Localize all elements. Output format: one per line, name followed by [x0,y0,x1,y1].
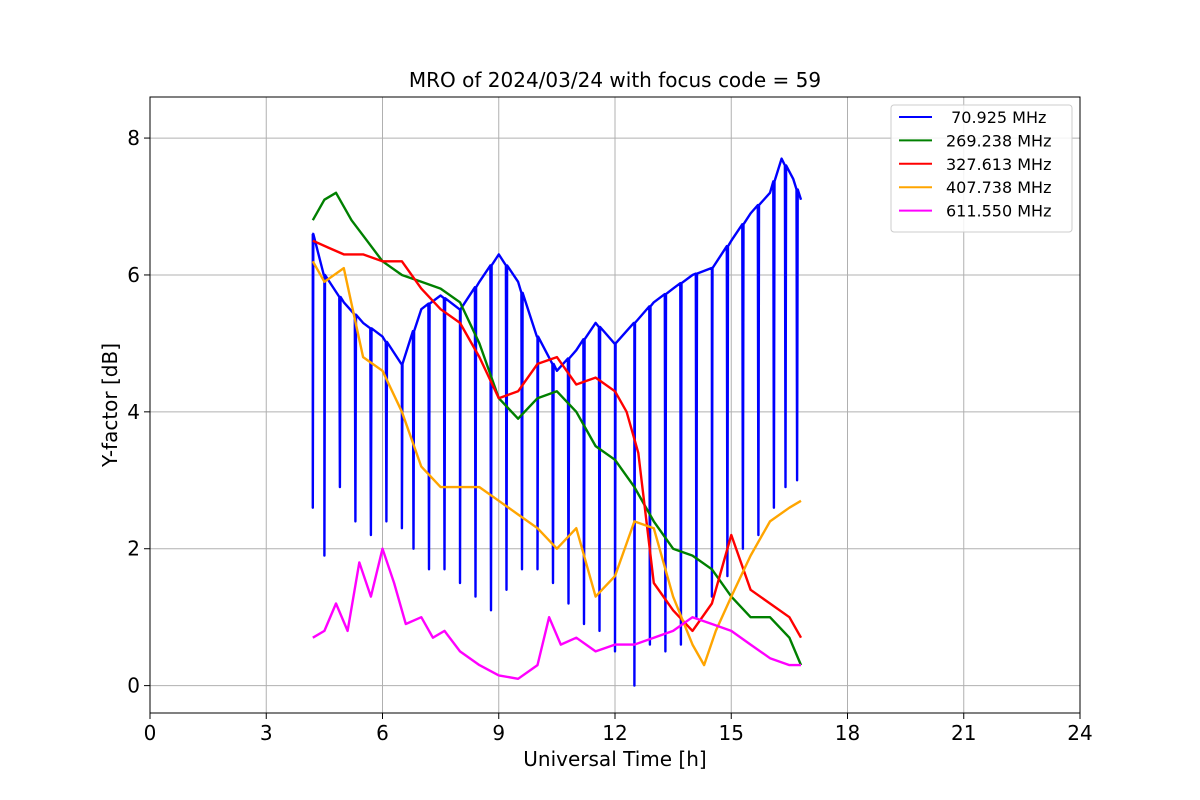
x-tick-label: 0 [144,721,157,745]
x-tick-label: 9 [492,721,505,745]
x-tick-label: 3 [260,721,273,745]
legend-label: 327.613 MHz [946,155,1051,174]
x-tick-label: 15 [719,721,744,745]
x-axis-label: Universal Time [h] [523,747,706,771]
legend-label: 70.925 MHz [946,108,1046,127]
series-line-1 [311,191,803,666]
y-axis: 0 2 4 6 8 [127,126,150,698]
y-axis-label: Y-factor [dB] [98,343,122,468]
y-tick-label: 2 [127,537,140,561]
x-axis: 0 3 6 9 12 15 18 21 24 [144,713,1093,745]
x-tick-label: 21 [951,721,976,745]
series-line-2 [312,239,803,639]
series-line-4 [312,547,801,680]
series-layer [311,157,803,687]
legend-label: 407.738 MHz [946,178,1051,197]
legend-label: 269.238 MHz [946,131,1051,150]
series-line-0 [311,157,803,687]
legend-label: 611.550 MHz [946,202,1051,221]
x-tick-label: 18 [835,721,860,745]
x-tick-label: 24 [1067,721,1092,745]
series-line-3 [311,260,802,667]
y-tick-label: 6 [127,263,140,287]
legend: 70.925 MHz 269.238 MHz 327.613 MHz 407.738 … [890,104,1073,233]
y-tick-label: 8 [127,126,140,150]
legend-box [890,104,1073,233]
chart-title: MRO of 2024/03/24 with focus code = 59 [409,68,821,92]
y-tick-label: 4 [127,400,140,424]
y-tick-label: 0 [127,674,140,698]
x-tick-label: 6 [376,721,389,745]
x-tick-label: 12 [602,721,627,745]
